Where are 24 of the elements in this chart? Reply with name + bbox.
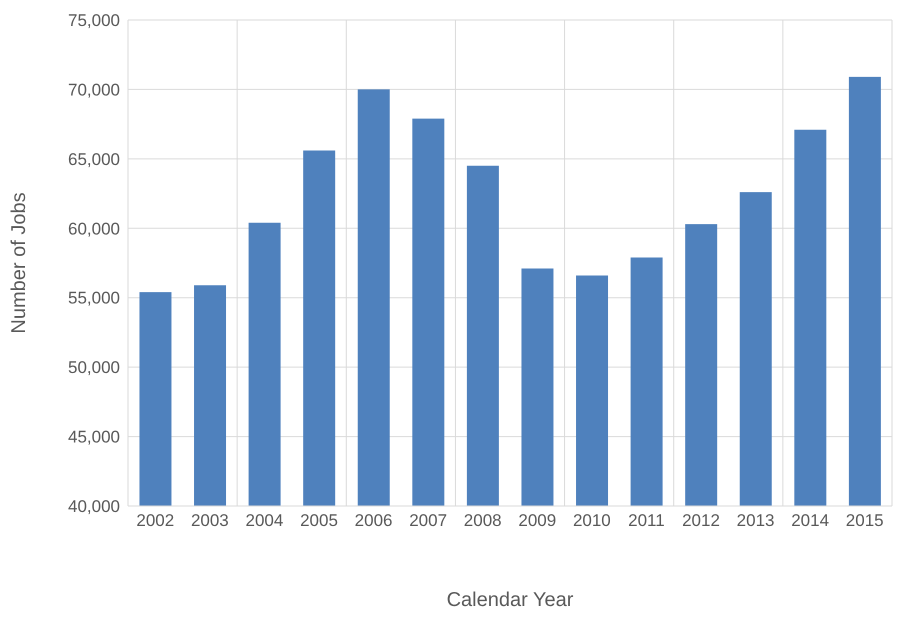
x-tick-label: 2005 bbox=[300, 511, 338, 530]
x-tick-label: 2012 bbox=[682, 511, 720, 530]
y-axis-title: Number of Jobs bbox=[8, 192, 30, 334]
x-tick-label: 2013 bbox=[736, 511, 774, 530]
x-tick-label: 2010 bbox=[572, 511, 611, 530]
y-tick-label: 75,000 bbox=[68, 11, 120, 30]
x-tick-label: 2009 bbox=[518, 511, 556, 530]
x-axis-title: Calendar Year bbox=[446, 589, 574, 611]
y-tick-label: 50,000 bbox=[68, 358, 120, 378]
x-tick-label: 2015 bbox=[846, 511, 884, 530]
x-tick-label: 2006 bbox=[354, 511, 392, 530]
y-tick-label: 70,000 bbox=[68, 80, 120, 100]
y-tick-label: 65,000 bbox=[68, 150, 120, 169]
y-tick-label: 60,000 bbox=[68, 219, 120, 238]
x-tick-label: 2008 bbox=[464, 511, 502, 530]
y-tick-label: 45,000 bbox=[68, 428, 120, 447]
x-tick-label: 2011 bbox=[628, 511, 665, 530]
y-tick-label: 55,000 bbox=[68, 288, 120, 308]
x-tick-label: 2007 bbox=[409, 511, 448, 530]
x-tick-label: 2004 bbox=[246, 511, 284, 530]
y-tick-label: 40,000 bbox=[68, 497, 120, 516]
x-tick-label: 2002 bbox=[136, 511, 174, 530]
x-tick-label: 2014 bbox=[791, 511, 830, 530]
x-tick-label: 2003 bbox=[190, 511, 229, 530]
